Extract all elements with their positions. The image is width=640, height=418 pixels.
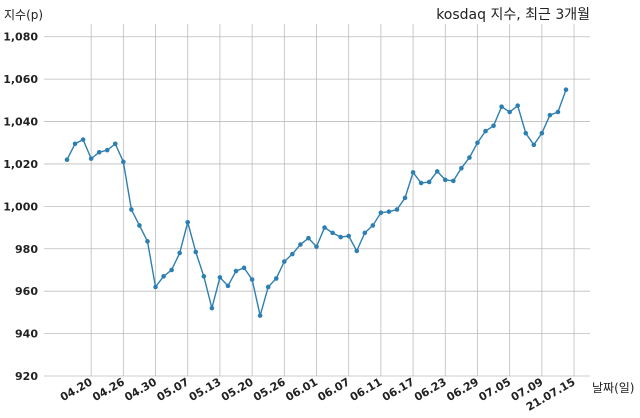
data-point [322, 225, 327, 230]
data-point [531, 142, 537, 148]
data-point [185, 219, 191, 225]
data-point [451, 178, 456, 184]
data-point [434, 169, 440, 174]
x-tick-label: 06.11 [348, 375, 385, 404]
data-point [121, 159, 126, 165]
data-point [145, 239, 150, 244]
data-point [539, 130, 545, 136]
data-point [394, 207, 400, 212]
data-point [282, 259, 287, 264]
data-point [241, 265, 247, 271]
data-point [555, 109, 561, 115]
y-tick-label: 1,060 [3, 73, 38, 86]
data-point [523, 130, 529, 136]
data-point [64, 157, 70, 163]
y-tick-label: 1,000 [3, 200, 38, 213]
data-point [330, 230, 335, 236]
series-kosdaq [64, 87, 569, 318]
data-point [410, 170, 416, 175]
y-tick-label: 920 [15, 370, 38, 383]
grid-lines [44, 24, 590, 377]
x-tick-label: 04.30 [122, 375, 159, 404]
data-point [378, 210, 384, 216]
data-point [491, 123, 496, 129]
data-point [467, 155, 472, 160]
data-point [225, 283, 231, 289]
data-point [459, 165, 464, 171]
x-tick-label: 06.17 [380, 375, 417, 404]
data-point [80, 137, 86, 142]
y-axis-ticks: 920 940 960 980 1,000 1,020 1,040 1,060 1,080 [3, 31, 38, 383]
data-point [249, 277, 255, 282]
x-tick-label: 04.20 [58, 375, 95, 404]
data-point [563, 87, 569, 93]
data-point [153, 284, 158, 290]
data-point [515, 103, 521, 108]
data-point [442, 177, 448, 183]
x-tick-label: 04.26 [90, 375, 127, 404]
y-tick-label: 980 [15, 243, 38, 256]
data-point [426, 179, 432, 185]
data-point [499, 104, 504, 109]
chart-title: kosdaq 지수, 최근 3개월 [436, 7, 590, 23]
data-point [88, 156, 94, 161]
data-point [370, 223, 376, 228]
data-point [507, 109, 512, 115]
x-tick-label: 07.05 [477, 375, 514, 404]
data-point [169, 267, 174, 273]
data-point [298, 242, 303, 247]
x-axis-ticks: 04.2004.2604.3005.0705.1305.2005.2606.01… [58, 375, 578, 414]
data-point [104, 147, 110, 153]
data-point [177, 250, 182, 256]
y-tick-label: 1,020 [3, 158, 38, 171]
data-point [418, 180, 424, 186]
x-tick-label: 05.13 [187, 375, 224, 404]
x-tick-label: 05.26 [251, 375, 288, 404]
x-tick-label: 05.20 [219, 375, 256, 404]
data-point [362, 230, 368, 236]
y-tick-label: 940 [15, 328, 38, 341]
data-point [273, 276, 279, 281]
y-tick-label: 1,080 [3, 31, 38, 44]
data-point [96, 149, 102, 155]
y-tick-label: 960 [15, 285, 38, 298]
data-point [265, 284, 271, 290]
x-tick-label: 05.07 [155, 375, 192, 404]
data-point [112, 141, 118, 147]
x-tick-label: 06.29 [444, 375, 481, 404]
data-point [483, 128, 488, 134]
data-point [209, 305, 215, 311]
data-point [346, 233, 351, 239]
x-tick-label: 06.23 [412, 375, 449, 404]
data-point [354, 248, 360, 254]
data-point [306, 235, 311, 241]
data-point [201, 274, 207, 279]
data-point [475, 140, 480, 146]
data-point [386, 209, 392, 214]
x-tick-label: 06.01 [283, 375, 320, 404]
data-point [129, 207, 134, 212]
data-point [547, 112, 553, 118]
data-point [257, 313, 263, 318]
data-point [137, 223, 142, 228]
data-point [193, 249, 199, 255]
y-tick-label: 1,040 [3, 116, 38, 129]
y-axis-label: 지수(p) [4, 8, 43, 22]
data-point [217, 275, 223, 280]
data-point [402, 195, 408, 201]
x-axis-label: 날짜(일) [592, 381, 634, 395]
data-point [290, 251, 295, 257]
x-tick-label: 06.07 [316, 375, 353, 404]
data-point [314, 244, 319, 249]
data-point [72, 141, 78, 147]
data-point [161, 274, 166, 279]
data-point [338, 234, 343, 240]
data-point [233, 268, 239, 274]
